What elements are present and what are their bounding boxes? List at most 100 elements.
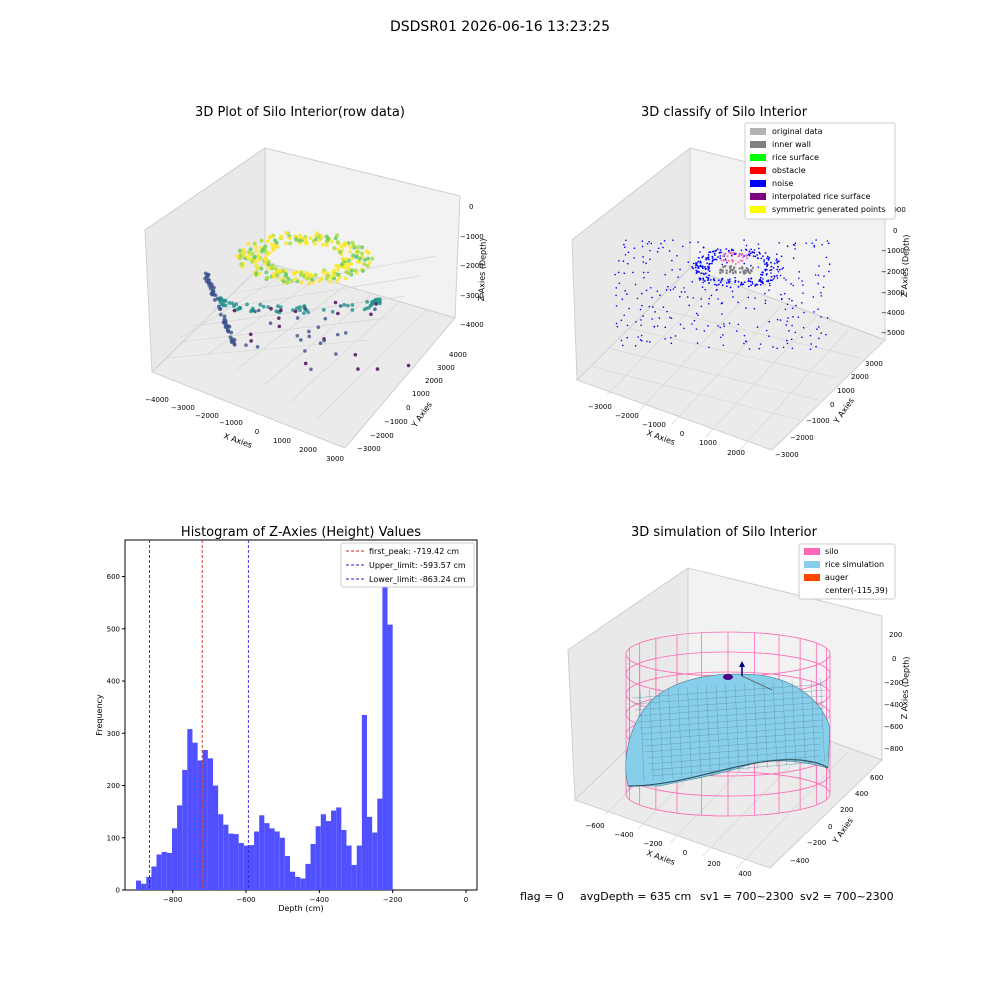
raw-xtick: −3000 — [171, 404, 195, 412]
hist-legend-box — [340, 542, 475, 588]
rice-simulation-surface — [625, 673, 831, 787]
noise-point — [648, 305, 651, 308]
panel-histogram: Histogram of Z-Axies (Height) Values −80… — [95, 525, 478, 913]
hist-ylabel: Frequency — [95, 694, 104, 736]
noise-point — [683, 327, 685, 330]
raw-point — [266, 265, 271, 270]
raw-point — [373, 307, 377, 312]
inner-wall-point — [749, 269, 753, 272]
raw-point — [250, 259, 255, 264]
raw-point — [338, 304, 343, 308]
raw-point — [321, 307, 326, 312]
rice-mesh-line — [715, 685, 721, 774]
raw-point — [343, 276, 348, 281]
noise-point — [642, 261, 645, 263]
hist-bar — [367, 816, 373, 890]
noise-point — [695, 272, 698, 275]
interp-point — [745, 254, 748, 257]
legend-label-symmetric: symmetric generated points — [772, 205, 885, 214]
raw-point — [333, 272, 338, 277]
noise-point — [748, 250, 751, 253]
noise-point — [752, 255, 755, 257]
hist-bar — [223, 824, 229, 890]
hist-ytick-label: 500 — [107, 625, 120, 633]
noise-point — [666, 310, 668, 313]
noise-point — [723, 325, 726, 328]
raw-ztick: −2000 — [460, 262, 484, 270]
hist-bar — [161, 851, 167, 890]
noise-point — [817, 308, 819, 311]
raw-point — [295, 316, 300, 320]
interp-point — [741, 259, 744, 262]
noise-point — [792, 315, 794, 318]
classify-xtick: 2000 — [727, 449, 745, 457]
noise-point — [645, 289, 648, 292]
raw-point — [364, 249, 369, 254]
raw-point — [334, 263, 339, 268]
sim-zlabel: Z Axies (Depth) — [900, 656, 911, 719]
raw-xtick: −4000 — [145, 396, 169, 404]
noise-point — [700, 272, 703, 275]
interp-point — [730, 251, 733, 254]
classify-floor-pane — [576, 267, 886, 451]
noise-point — [623, 243, 625, 246]
noise-point — [763, 261, 765, 263]
raw-point — [235, 254, 240, 259]
noise-point — [717, 248, 719, 250]
noise-point — [707, 277, 710, 280]
interp-point — [748, 252, 751, 255]
noise-point — [691, 280, 694, 283]
raw-point — [261, 304, 266, 309]
noise-point — [689, 241, 691, 244]
classify-ztick: −1000 — [881, 247, 905, 255]
noise-point — [615, 322, 618, 325]
noise-point — [826, 240, 829, 242]
sim-xlabel: X Axies — [645, 848, 676, 867]
rice-mesh-line — [810, 679, 816, 763]
classify-xtick: −1000 — [642, 421, 666, 429]
raw-point — [297, 305, 302, 309]
noise-point — [626, 324, 629, 327]
raw-point — [299, 280, 304, 285]
raw-point — [299, 270, 304, 275]
noise-point — [818, 265, 820, 267]
hist-bar — [279, 837, 285, 890]
noise-point — [728, 280, 731, 283]
noise-point — [747, 280, 750, 283]
noise-point — [758, 247, 760, 250]
raw-point — [334, 352, 338, 356]
raw-point — [301, 311, 306, 316]
raw-point — [249, 309, 253, 314]
noise-point — [780, 293, 782, 296]
raw-point — [350, 240, 355, 245]
noise-point — [813, 311, 815, 313]
legend-label-interp: interpolated rice surface — [772, 192, 870, 201]
raw-point — [370, 256, 375, 261]
hist-bar — [300, 878, 306, 890]
noise-point — [670, 317, 673, 319]
hist-bar — [269, 828, 275, 890]
panel-simulation: 3D simulation of Silo Interior −600 −400… — [566, 525, 911, 878]
noise-point — [642, 315, 644, 317]
noise-point — [777, 265, 779, 268]
noise-point — [786, 320, 789, 323]
rice-mesh-line — [645, 737, 822, 753]
noise-point — [701, 256, 704, 259]
interp-point — [731, 260, 734, 263]
raw-point — [270, 245, 275, 250]
raw-point — [360, 245, 365, 250]
raw-point — [349, 261, 354, 266]
raw-ytick: 0 — [406, 404, 410, 412]
noise-point — [721, 263, 724, 266]
noise-point — [697, 260, 700, 263]
raw-point — [222, 314, 227, 319]
raw-point — [406, 363, 411, 368]
noise-point — [797, 316, 800, 318]
raw-point — [353, 268, 358, 273]
noise-point — [657, 247, 660, 250]
rice-mesh-line — [646, 743, 822, 759]
raw-point — [246, 255, 251, 260]
raw-point — [297, 238, 302, 243]
noise-point — [775, 253, 778, 256]
raw-point — [277, 324, 282, 329]
